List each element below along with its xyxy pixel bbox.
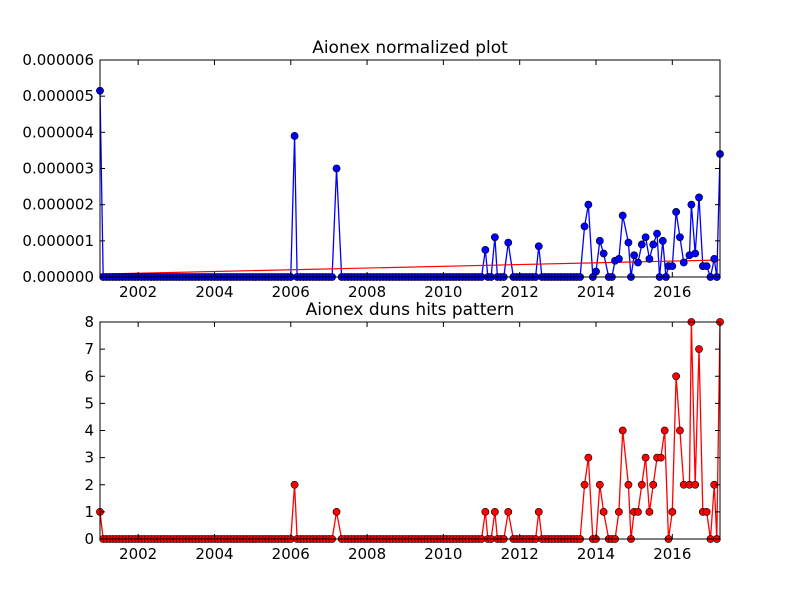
normalized-x-tick-label: 2004 <box>195 283 233 301</box>
duns-hits-x-tick-label: 2004 <box>195 545 233 563</box>
normalized-y-tick-label: 0.000003 <box>22 160 94 178</box>
normalized-data-point <box>672 207 681 216</box>
duns-hits-data-point <box>676 426 684 435</box>
normalized-data-point <box>290 132 299 140</box>
duns-hits-x-tick-label: 2016 <box>653 545 691 563</box>
duns-hits-data-point <box>645 507 654 516</box>
normalized-x-tick-label: 2008 <box>348 283 386 301</box>
duns-hits-y-tick-label: 5 <box>84 394 94 412</box>
normalized-data-point <box>490 233 499 242</box>
duns-hits-data-point <box>702 507 711 516</box>
duns-hits-data-point <box>672 372 681 381</box>
normalized-plot-x-axis: 2002 2004 2006 2008 2010 2012 2014 2016 <box>119 60 691 301</box>
normalized-data-point <box>595 236 604 245</box>
duns-hits-data-point <box>490 507 499 516</box>
duns-hits-x-tick-label: 2014 <box>577 545 615 563</box>
duns-hits-data-point <box>290 480 299 489</box>
duns-hits-x-tick-label: 2002 <box>119 545 157 563</box>
normalized-y-tick-label: 0.000002 <box>22 196 94 214</box>
duns-hits-data-point <box>691 480 700 489</box>
normalized-y-tick-label: 0.000004 <box>22 123 94 141</box>
normalized-x-tick-label: 2010 <box>424 283 462 301</box>
normalized-data-point <box>710 255 719 263</box>
normalized-data-point <box>691 249 700 258</box>
normalized-plot-y-axis: 0.000000 0.000001 0.000002 0.000003 0.000004… <box>22 51 720 286</box>
normalized-data-point <box>618 211 627 220</box>
duns-hits-data-point <box>649 480 658 489</box>
duns-hits-y-tick-label: 6 <box>84 367 94 385</box>
normalized-x-tick-label: 2014 <box>577 283 615 301</box>
normalized-data-point <box>658 236 667 245</box>
duns-hits-data-point <box>668 507 677 516</box>
duns-hits-y-tick-label: 3 <box>84 449 94 467</box>
duns-hits-x-tick-label: 2008 <box>348 545 386 563</box>
normalized-data-point <box>668 262 677 271</box>
duns-hits-y-tick-label: 8 <box>84 313 94 331</box>
normalized-data-point <box>634 258 642 267</box>
normalized-data-point <box>580 222 589 231</box>
duns-hits-data-point <box>481 507 490 516</box>
normalized-data-point <box>584 200 593 209</box>
normalized-data-point <box>679 258 688 267</box>
normalized-data-point <box>637 240 646 249</box>
normalized-data-point <box>702 262 711 271</box>
normalized-data-point <box>332 164 341 173</box>
normalized-data-point <box>649 240 658 249</box>
normalized-y-tick-label: 0.000006 <box>22 51 94 69</box>
normalized-data-point <box>534 242 543 251</box>
duns-hits-y-axis: 0 1 2 3 4 5 6 7 8 <box>84 313 720 548</box>
normalized-data-point <box>687 200 696 209</box>
normalized-data-point <box>599 249 608 258</box>
duns-hits-data-point <box>618 426 627 435</box>
normalized-data-point <box>641 233 650 242</box>
normalized-plot-panel: Aionex normalized plot 2002 2004 2006 2008 2… <box>22 38 724 301</box>
duns-hits-data-point <box>660 426 669 435</box>
normalized-data-point <box>676 233 684 242</box>
duns-hits-data-point <box>584 453 593 462</box>
duns-hits-x-tick-label: 2010 <box>424 545 462 563</box>
normalized-x-tick-label: 2006 <box>272 283 310 301</box>
duns-hits-data-point <box>614 507 623 516</box>
normalized-x-tick-label: 2012 <box>501 283 539 301</box>
normalized-x-tick-label: 2002 <box>119 283 157 301</box>
normalized-data-point <box>481 245 490 254</box>
duns-hits-data-point <box>534 507 543 516</box>
normalized-data-point <box>504 238 513 247</box>
duns-hits-data-point <box>595 480 604 489</box>
normalized-data-point <box>624 238 633 247</box>
duns-hits-data-point <box>599 507 608 516</box>
duns-hits-data-point <box>504 507 513 516</box>
normalized-plot-title: Aionex normalized plot <box>312 38 508 58</box>
normalized-data-point <box>614 255 623 263</box>
duns-hits-data-point <box>656 453 665 462</box>
duns-hits-x-axis: 2002 2004 2006 2008 2010 2012 2014 2016 <box>119 322 691 563</box>
normalized-y-tick-label: 0.000001 <box>22 232 94 250</box>
duns-hits-data-point <box>580 480 589 489</box>
duns-hits-data-point <box>641 453 650 462</box>
duns-hits-x-tick-label: 2012 <box>501 545 539 563</box>
normalized-data-point <box>630 251 639 260</box>
normalized-data-point <box>695 193 703 202</box>
duns-hits-data-point <box>624 480 633 489</box>
duns-hits-y-tick-label: 7 <box>84 340 94 358</box>
normalized-x-tick-label: 2016 <box>653 283 691 301</box>
duns-hits-title: Aionex duns hits pattern <box>306 300 515 320</box>
duns-hits-y-tick-label: 1 <box>84 503 94 521</box>
duns-hits-x-tick-label: 2006 <box>272 545 310 563</box>
normalized-y-tick-label: 0.000000 <box>22 268 94 286</box>
duns-hits-data-point <box>695 345 703 354</box>
duns-hits-y-tick-label: 2 <box>84 476 94 494</box>
normalized-data-point <box>653 229 661 238</box>
duns-hits-data-point <box>637 480 646 489</box>
duns-hits-y-tick-label: 4 <box>84 422 94 440</box>
duns-hits-data-point <box>332 507 341 516</box>
duns-hits-data-point <box>634 507 642 516</box>
duns-hits-panel: Aionex duns hits pattern 2002 2004 2006 200… <box>84 300 724 563</box>
normalized-y-tick-label: 0.000005 <box>22 87 94 105</box>
duns-hits-y-tick-label: 0 <box>84 530 94 548</box>
normalized-data-point <box>645 255 654 263</box>
